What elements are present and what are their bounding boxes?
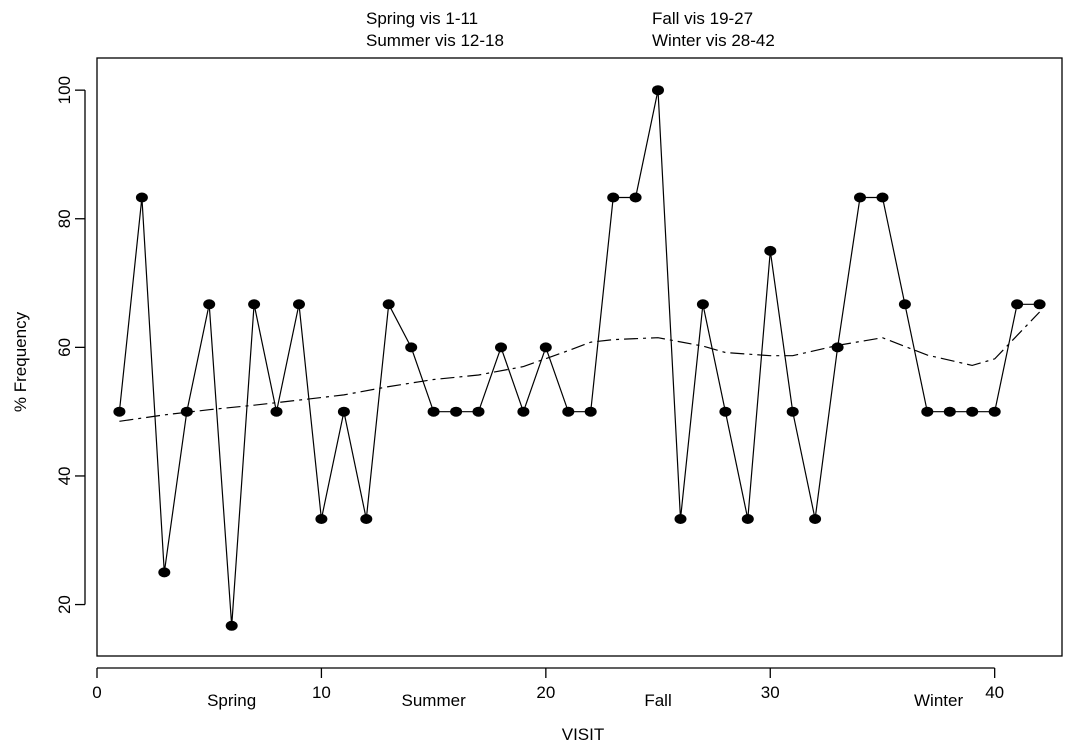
season-label: Summer (402, 691, 467, 710)
y-axis: 20 40 60 80 100 (55, 76, 86, 614)
data-point (180, 406, 193, 417)
data-point (1033, 299, 1046, 310)
data-point (966, 406, 979, 417)
data-point (584, 406, 597, 417)
data-point (113, 406, 126, 417)
data-point (898, 299, 911, 310)
data-point (135, 192, 148, 203)
y-tick-label: 80 (55, 209, 74, 228)
data-point (248, 299, 261, 310)
x-axis-label: VISIT (562, 725, 605, 744)
y-tick-label: 40 (55, 466, 74, 485)
data-point (315, 514, 328, 524)
data-point (696, 299, 709, 310)
data-point (405, 342, 418, 353)
y-tick-label: 20 (55, 595, 74, 614)
data-point (652, 85, 664, 96)
data-point (876, 192, 889, 203)
data-point (786, 406, 799, 417)
x-axis: 0 10 20 30 40 (92, 667, 1004, 702)
data-point (293, 299, 305, 310)
data-point (382, 299, 395, 310)
data-point (719, 406, 732, 417)
data-point (517, 406, 530, 417)
data-point (450, 406, 463, 417)
x-tick-label: 10 (312, 683, 331, 702)
data-point (607, 192, 620, 203)
data-point (472, 406, 485, 417)
data-point (1011, 299, 1024, 310)
y-axis-label: % Frequency (11, 311, 30, 412)
data-point (831, 342, 844, 353)
trend-line (119, 311, 1041, 422)
data-point (921, 406, 934, 417)
data-point (225, 620, 238, 631)
x-tick-label: 0 (92, 683, 101, 702)
legend: Spring vis 1-11 Summer vis 12-18 Fall vi… (366, 9, 775, 50)
data-point (854, 192, 866, 203)
season-label: Fall (644, 691, 671, 710)
y-tick-label: 60 (55, 338, 74, 357)
data-point (988, 406, 1001, 417)
data-point (764, 245, 777, 256)
data-point (629, 192, 642, 203)
x-tick-label: 20 (536, 683, 555, 702)
data-point (943, 406, 956, 417)
legend-line-spring: Spring vis 1-11 (366, 9, 478, 28)
series-layer (113, 85, 1046, 631)
data-point (562, 406, 575, 417)
x-tick-label: 30 (761, 683, 780, 702)
data-point (741, 514, 754, 524)
data-point (495, 342, 507, 353)
data-point (360, 514, 373, 524)
data-point (809, 514, 822, 524)
frequency-line (118, 90, 1040, 626)
y-tick-label: 100 (55, 76, 74, 104)
legend-line-summer: Summer vis 12-18 (366, 31, 504, 50)
data-point (337, 406, 350, 417)
plot-frame (96, 57, 1063, 657)
x-tick-label: 40 (985, 683, 1004, 702)
season-labels: Spring Summer Fall Winter (207, 691, 963, 710)
legend-line-winter: Winter vis 28-42 (652, 31, 775, 50)
data-point (158, 567, 171, 578)
data-point (674, 514, 687, 524)
legend-line-fall: Fall vis 19-27 (652, 9, 753, 28)
season-label: Spring (207, 691, 256, 710)
data-point (539, 342, 552, 353)
data-point (270, 406, 283, 417)
season-label: Winter (914, 691, 963, 710)
data-point (427, 406, 440, 417)
data-point (203, 299, 216, 310)
